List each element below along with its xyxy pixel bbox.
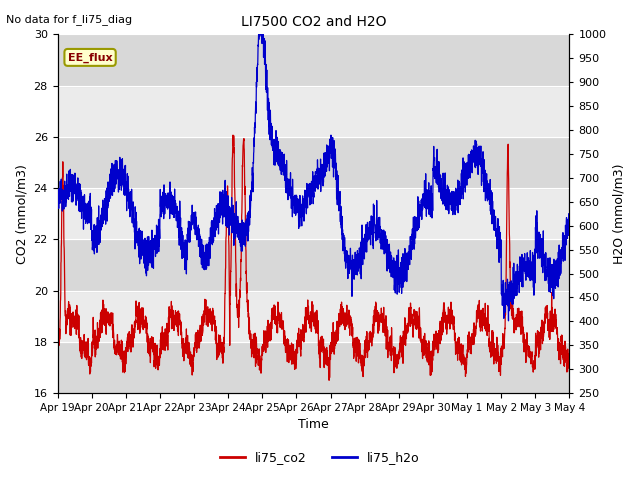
- Title: LI7500 CO2 and H2O: LI7500 CO2 and H2O: [241, 15, 386, 29]
- Bar: [58, 137, 570, 188]
- Text: EE_flux: EE_flux: [68, 52, 113, 62]
- X-axis label: Time: Time: [298, 419, 329, 432]
- Bar: [58, 35, 570, 85]
- Y-axis label: H2O (mmol/m3): H2O (mmol/m3): [612, 164, 625, 264]
- Y-axis label: CO2 (mmol/m3): CO2 (mmol/m3): [15, 164, 28, 264]
- Bar: [58, 342, 570, 393]
- Bar: [58, 85, 570, 137]
- Bar: [58, 188, 570, 240]
- Bar: [58, 290, 570, 342]
- Bar: [58, 240, 570, 290]
- Legend: li75_co2, li75_h2o: li75_co2, li75_h2o: [215, 446, 425, 469]
- Text: No data for f_li75_diag: No data for f_li75_diag: [6, 14, 132, 25]
